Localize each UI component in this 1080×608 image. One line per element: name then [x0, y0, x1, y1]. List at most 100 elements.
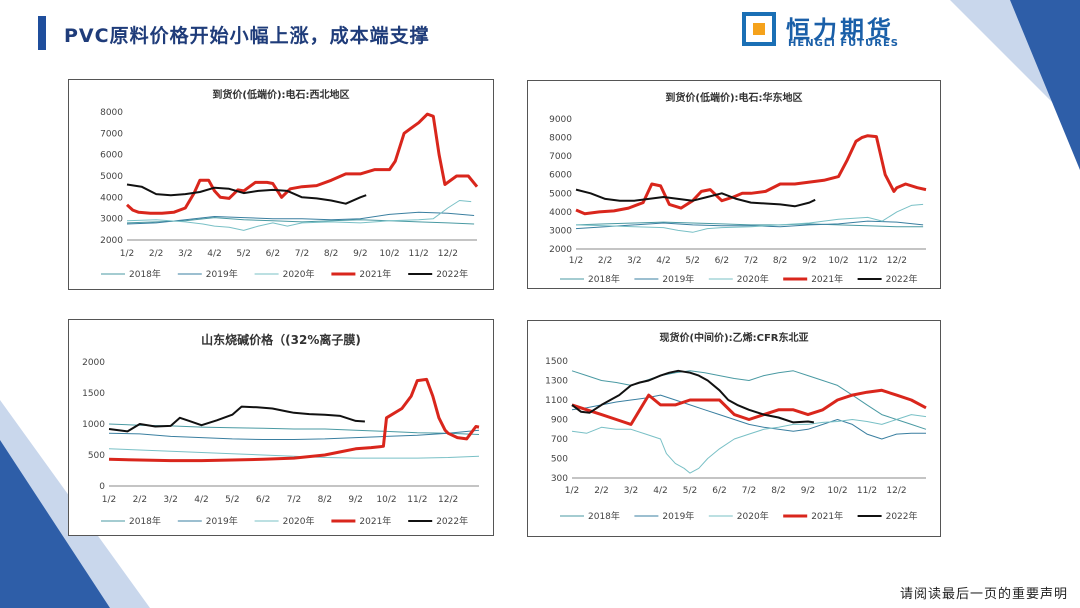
series-line-2018年 [126, 217, 475, 225]
title-accent-bar [38, 16, 46, 50]
legend-label: 2021年 [359, 268, 391, 280]
x-tick-label: 7/2 [742, 486, 756, 496]
chart-caustic-soda-shandong: 山东烧碱价格（(32%离子膜) 0 500 1000 1500 2000 1/2 2/2 3/2… [68, 319, 494, 536]
x-tick-label: 9/2 [801, 486, 815, 496]
x-tick-label: 4/2 [656, 256, 670, 266]
series-line-2020年 [126, 200, 472, 231]
y-tick-label: 3000 [549, 226, 572, 236]
y-tick-label: 2000 [549, 245, 572, 255]
legend-label: 2019年 [206, 268, 238, 280]
x-tick-label: 6/2 [266, 249, 280, 259]
x-tick-label: 1/2 [102, 495, 116, 505]
x-tick-label: 3/2 [163, 495, 177, 505]
x-tick-label: 9/2 [353, 249, 367, 259]
x-tick-label: 2/2 [594, 486, 608, 496]
series-line-2019年 [575, 220, 924, 230]
chart-caustic-soda-svg: 山东烧碱价格（(32%离子膜) 0 500 1000 1500 2000 1/2 2/2 3/2… [82, 332, 480, 527]
x-tick-label: 1/2 [120, 249, 134, 259]
x-tick-label: 11/2 [409, 249, 429, 259]
x-tick-label: 9/2 [802, 256, 816, 266]
x-tick-label: 8/2 [318, 495, 332, 505]
legend-label: 2019年 [206, 515, 238, 527]
chart-title: 山东烧碱价格（(32%离子膜) [201, 332, 361, 347]
legend-label: 2018年 [588, 510, 620, 522]
logo-mark-icon [742, 12, 776, 46]
y-tick-label: 700 [551, 435, 568, 445]
y-tick-label: 500 [551, 455, 568, 465]
x-tick-label: 8/2 [773, 256, 787, 266]
y-tick-label: 6000 [549, 171, 572, 181]
x-tick-label: 5/2 [683, 486, 697, 496]
y-tick-label: 300 [551, 474, 568, 484]
chart-carbide-east: 到货价(低端价):电石:华东地区 2000 3000 4000 5000 6000 7000… [527, 80, 941, 289]
series-line-2020年 [108, 448, 480, 459]
y-tick-label: 500 [88, 451, 105, 461]
page-title: PVC原料价格开始小幅上涨，成本端支撑 [64, 25, 430, 47]
legend-label: 2019年 [662, 273, 694, 285]
legend-label: 2021年 [359, 515, 391, 527]
y-tick-label: 2000 [82, 358, 105, 368]
x-tick-label: 10/2 [827, 486, 847, 496]
y-tick-label: 1300 [545, 377, 568, 387]
y-tick-label: 8000 [549, 134, 572, 144]
series-line-2018年 [575, 221, 924, 228]
series-line-2022年 [108, 405, 365, 433]
y-tick-label: 8000 [100, 108, 123, 118]
x-tick-label: 11/2 [858, 256, 878, 266]
x-tick-label: 4/2 [653, 486, 667, 496]
legend-label: 2018年 [129, 515, 161, 527]
y-tick-label: 0 [99, 482, 105, 492]
x-tick-label: 10/2 [376, 495, 396, 505]
y-tick-label: 2000 [100, 236, 123, 246]
disclaimer-note: 请阅读最后一页的重要声明 [899, 587, 1068, 602]
y-tick-label: 5000 [100, 172, 123, 182]
x-tick-label: 6/2 [712, 486, 726, 496]
y-tick-label: 7000 [549, 152, 572, 162]
x-tick-label: 11/2 [857, 486, 877, 496]
x-tick-label: 7/2 [744, 256, 758, 266]
y-tick-label: 4000 [100, 193, 123, 203]
chart-carbide-northwest: 到货价(低端价):电石:西北地区 2000 3000 4000 5000 6000 7000… [68, 79, 494, 290]
x-tick-label: 12/2 [887, 256, 907, 266]
chart-title: 到货价(低端价):电石:华东地区 [665, 91, 802, 104]
x-tick-label: 3/2 [627, 256, 641, 266]
logo-text-cn: 恒力期货 [786, 16, 894, 44]
legend-label: 2018年 [129, 268, 161, 280]
legend-label: 2022年 [436, 268, 468, 280]
x-tick-label: 8/2 [771, 486, 785, 496]
x-tick-label: 12/2 [438, 249, 458, 259]
x-tick-label: 7/2 [295, 249, 309, 259]
y-tick-label: 4000 [549, 208, 572, 218]
x-tick-label: 3/2 [624, 486, 638, 496]
x-tick-label: 2/2 [133, 495, 147, 505]
x-tick-label: 9/2 [348, 495, 362, 505]
series-line-2022年 [571, 369, 815, 424]
top-right-decoration [950, 0, 1080, 170]
legend-label: 2020年 [737, 273, 769, 285]
logo-text-en: HENGLI FUTURES [788, 38, 899, 49]
x-tick-label: 1/2 [569, 256, 583, 266]
x-tick-label: 5/2 [685, 256, 699, 266]
x-tick-label: 5/2 [236, 249, 250, 259]
legend-label: 2020年 [737, 510, 769, 522]
x-tick-label: 6/2 [715, 256, 729, 266]
x-tick-label: 3/2 [178, 249, 192, 259]
chart-title: 现货价(中间价):乙烯:CFR东北亚 [659, 331, 808, 344]
x-tick-label: 11/2 [407, 495, 427, 505]
legend-label: 2022年 [886, 510, 918, 522]
x-tick-label: 4/2 [207, 249, 221, 259]
x-tick-label: 2/2 [149, 249, 163, 259]
legend-label: 2020年 [283, 515, 315, 527]
series-line-2022年 [126, 183, 367, 205]
series-line-2019年 [126, 211, 475, 225]
series-line-2019年 [108, 429, 480, 440]
x-tick-label: 2/2 [598, 256, 612, 266]
y-tick-label: 3000 [100, 215, 123, 225]
y-tick-label: 5000 [549, 189, 572, 199]
legend-label: 2022年 [436, 515, 468, 527]
legend-label: 2018年 [588, 273, 620, 285]
series-line-2021年 [575, 134, 927, 216]
x-tick-label: 1/2 [565, 486, 579, 496]
y-tick-label: 1100 [545, 396, 568, 406]
y-tick-label: 900 [551, 416, 568, 426]
